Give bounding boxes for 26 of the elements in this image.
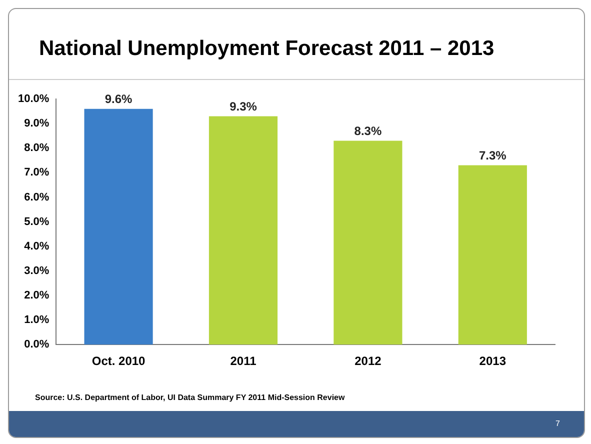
bar [84, 108, 153, 345]
y-tick-label: 4.0% [24, 240, 50, 252]
y-tick-label: 10.0% [18, 93, 50, 106]
y-tick-label: 6.0% [24, 191, 50, 204]
y-tick-label: 5.0% [24, 216, 50, 228]
x-tick-label: Oct. 2010 [92, 354, 146, 368]
y-tick-label: 0.0% [24, 338, 50, 351]
data-label: 9.6% [104, 92, 133, 106]
y-tick-label: 7.0% [24, 166, 50, 179]
data-label: 8.3% [354, 124, 382, 138]
source-note: Source: U.S. Department of Labor, UI Data Summary FY 2011 Mid-Session Review [35, 393, 345, 402]
x-tick-label: 2012 [354, 354, 382, 368]
x-tick-label: 2013 [479, 354, 506, 368]
chart-title: National Unemployment Forecast 2011 – 2013 [39, 37, 494, 61]
bar [208, 116, 278, 345]
data-label: 7.3% [478, 148, 507, 163]
y-tick-label: 3.0% [24, 264, 50, 277]
y-tick-label: 2.0% [24, 290, 50, 302]
text: 7 [556, 419, 560, 428]
y-tick-label: 9.0% [24, 118, 50, 130]
y-tick-label: 1.0% [24, 314, 50, 326]
bar [334, 140, 402, 345]
data-label: 9.3% [230, 100, 258, 114]
bar [458, 165, 527, 345]
x-tick-label: 2011 [230, 354, 257, 368]
y-tick-label: 8.0% [24, 142, 50, 154]
